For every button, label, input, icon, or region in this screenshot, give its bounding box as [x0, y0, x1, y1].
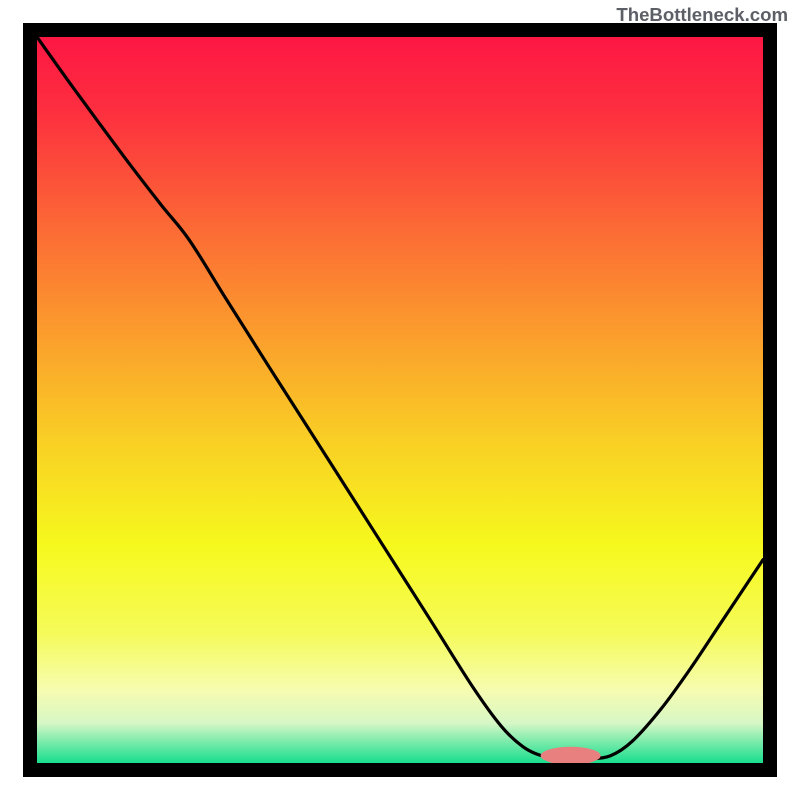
bottleneck-chart — [0, 0, 800, 800]
chart-page: { "attribution": { "text": "TheBottlenec… — [0, 0, 800, 800]
optimal-marker — [541, 747, 601, 765]
attribution-text: TheBottleneck.com — [616, 4, 788, 26]
gradient-background — [37, 37, 763, 763]
